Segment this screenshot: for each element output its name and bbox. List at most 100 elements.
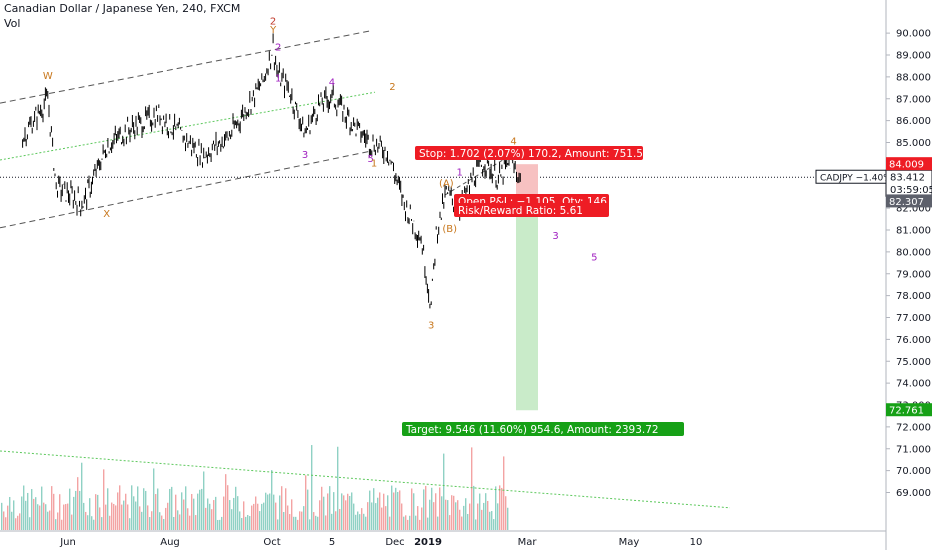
volume-indicator-label[interactable]: Vol xyxy=(4,17,21,30)
channel-upper-line xyxy=(0,30,371,104)
volume-bar xyxy=(203,471,205,530)
volume-bar xyxy=(119,485,121,530)
volume-bar xyxy=(389,516,391,530)
chart-title: Canadian Dollar / Japanese Yen, 240, FXC… xyxy=(4,2,241,15)
time-tick-label: Aug xyxy=(160,537,180,548)
volume-bar xyxy=(173,516,175,530)
volume-bar xyxy=(397,492,399,530)
volume-bar xyxy=(177,510,179,530)
volume-bar xyxy=(13,500,15,530)
entry-price-tag-bg xyxy=(886,194,932,208)
volume-bar xyxy=(319,500,321,530)
volume-bar xyxy=(289,514,291,530)
wave-label: 4 xyxy=(510,137,516,148)
volume-bar xyxy=(65,504,67,530)
volume-bar xyxy=(377,497,379,530)
volume-bar xyxy=(141,511,143,530)
volume-bar xyxy=(401,503,403,530)
price-tags-layer: Stop: 1.702 (2.07%) 170.2, Amount: 751.5… xyxy=(402,146,932,436)
wave-label: 3 xyxy=(552,231,558,242)
volume-bar xyxy=(211,509,213,530)
risk-reward-label-box xyxy=(454,203,609,217)
risk-reward-label: Risk/Reward Ratio: 5.61 xyxy=(458,205,583,217)
volume-bar xyxy=(243,501,245,530)
last-price-label: 83.412 xyxy=(890,173,925,184)
target-price-tag: 72.761 xyxy=(889,406,924,417)
price-tick-label: 71.000 xyxy=(896,444,931,455)
volume-bar xyxy=(451,495,453,530)
price-tick-label: 89.000 xyxy=(896,51,931,62)
volume-bar xyxy=(405,515,407,530)
volume-bar xyxy=(219,519,221,530)
volume-bar xyxy=(21,496,23,530)
volume-bar xyxy=(307,489,309,530)
volume-bar xyxy=(59,494,61,530)
volume-bar xyxy=(207,498,209,530)
volume-bar xyxy=(111,502,113,530)
volume-bar xyxy=(145,490,147,530)
volume-bar xyxy=(349,495,351,530)
volume-bar xyxy=(425,485,427,530)
volume-bar xyxy=(427,517,429,530)
volume-bar xyxy=(373,488,375,530)
price-tick-label: 87.000 xyxy=(896,94,931,105)
volume-bar xyxy=(25,500,27,530)
volume-bar xyxy=(55,519,57,530)
stop-label: Stop: 1.702 (2.07%) 170.2, Amount: 751.5… xyxy=(419,148,650,160)
volume-bar xyxy=(327,493,329,530)
volume-bar xyxy=(493,519,495,530)
volume-bar xyxy=(217,519,219,530)
volume-bar xyxy=(263,502,265,530)
volume-bar xyxy=(181,492,183,530)
volume-bar xyxy=(9,496,11,530)
time-tick-label: 5 xyxy=(329,537,335,548)
price-tick-label: 85.000 xyxy=(896,138,931,149)
volume-bar xyxy=(441,496,443,530)
price-tick-label: 74.000 xyxy=(896,379,931,390)
volume-bar xyxy=(445,499,447,530)
wave-label: 2 xyxy=(389,82,395,93)
volume-bar xyxy=(57,512,59,530)
volume-bar xyxy=(439,487,441,530)
volume-bar xyxy=(345,500,347,530)
volume-bar xyxy=(75,490,77,530)
volume-bar xyxy=(31,489,33,530)
entry-price-tag: 82.307 xyxy=(889,197,924,208)
volume-bar xyxy=(409,515,411,530)
wave-label: W xyxy=(43,71,53,82)
volume-bar xyxy=(15,518,17,530)
price-tick-label: 88.000 xyxy=(896,72,931,83)
volume-bar xyxy=(489,511,491,530)
price-tick-label: 75.000 xyxy=(896,357,931,368)
volume-bar xyxy=(463,505,465,530)
price-tick-label: 79.000 xyxy=(896,269,931,280)
volume-bar xyxy=(479,493,481,530)
volume-bar xyxy=(221,516,223,530)
volume-bar xyxy=(223,496,225,530)
stop-price-tag: 84.009 xyxy=(889,160,924,171)
volume-bar xyxy=(447,500,449,530)
volume-bar xyxy=(139,506,141,530)
volume-bar xyxy=(91,516,93,530)
volume-bar xyxy=(19,513,21,530)
price-tick-label: 81.000 xyxy=(896,226,931,237)
minor-channel-line xyxy=(444,155,511,196)
volume-bar xyxy=(475,519,477,530)
volume-bar xyxy=(459,509,461,530)
volume-bar xyxy=(471,447,473,530)
volume-bar xyxy=(371,502,373,530)
volume-bar xyxy=(81,462,83,530)
volume-bar xyxy=(499,485,501,530)
volume-bar xyxy=(267,494,269,530)
volume-bar xyxy=(147,505,149,530)
volume-bar xyxy=(179,514,181,530)
price-series-layer xyxy=(22,33,521,309)
volume-bar xyxy=(385,506,387,530)
volume-bar xyxy=(403,516,405,530)
volume-bar xyxy=(73,496,75,530)
volume-bar xyxy=(105,504,107,530)
volume-bar xyxy=(133,496,135,530)
volume-bar xyxy=(351,492,353,530)
